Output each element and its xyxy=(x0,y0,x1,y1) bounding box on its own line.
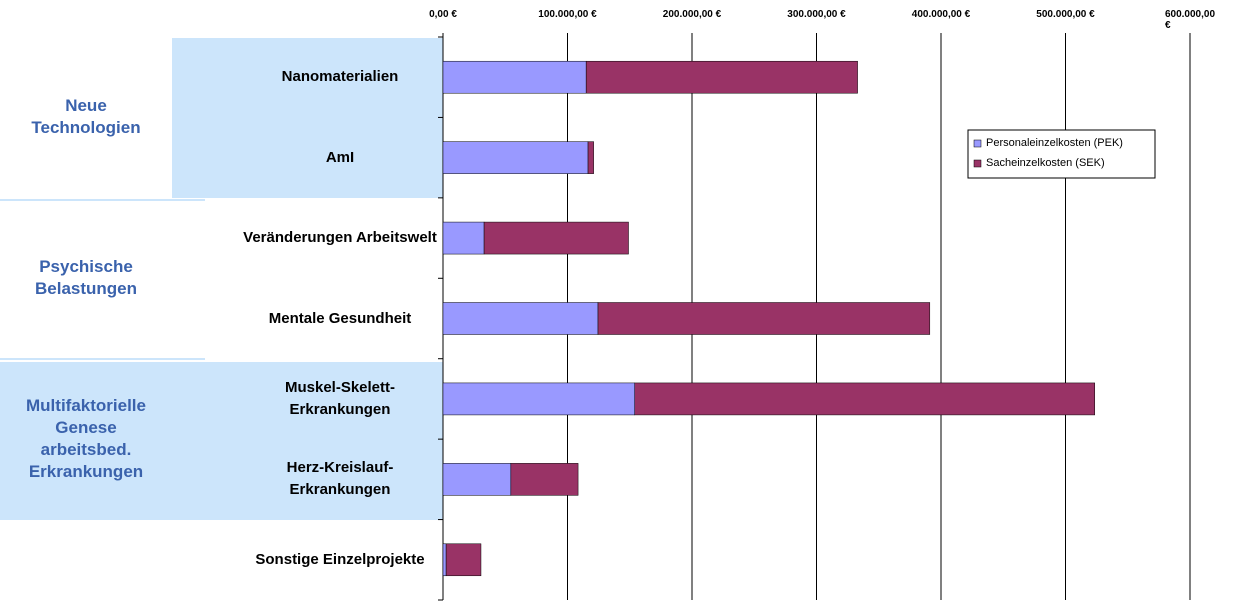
x-tick-label: 0,00 € xyxy=(429,9,457,20)
bar-segment xyxy=(483,221,629,255)
group-label: Neue Technologien xyxy=(31,96,141,138)
category-label: Veränderungen Arbeitswelt xyxy=(243,229,437,247)
category-label: Sonstige Einzelprojekte xyxy=(255,550,425,568)
category-label: AmI xyxy=(325,148,355,166)
bar-segment xyxy=(442,302,599,335)
bar-segment xyxy=(442,382,635,416)
bar-segment xyxy=(585,60,858,94)
legend-label: Personaleinzelkosten (PEK) xyxy=(986,137,1123,149)
legend-box xyxy=(967,129,1156,179)
category-label: Nanomaterialien xyxy=(281,68,399,86)
category-label: Muskel-Skelett- Erkrankungen xyxy=(284,378,396,418)
group-label: Multifaktorielle Genese arbeitsbed. Erkr… xyxy=(26,396,146,482)
x-tick-label: 100.000,00 € xyxy=(538,9,597,20)
group-band xyxy=(172,38,443,198)
legend-swatch xyxy=(973,159,982,168)
bar-segment xyxy=(597,302,931,335)
x-tick-label: 300.000,00 € xyxy=(787,9,846,20)
category-label: Mentale Gesundheit xyxy=(268,309,412,327)
x-tick-label: 500.000,00 € xyxy=(1036,9,1095,20)
bar-segment xyxy=(442,463,512,496)
bar-segment xyxy=(634,382,1096,416)
bar-segment xyxy=(587,141,594,174)
bar-segment xyxy=(442,543,447,577)
legend-swatch xyxy=(973,139,982,148)
bar-segment xyxy=(442,141,589,174)
category-label: Herz-Kreislauf- Erkrankungen xyxy=(286,459,394,499)
x-tick-label: 600.000,00 € xyxy=(1164,9,1216,31)
x-tick-label: 200.000,00 € xyxy=(662,9,722,20)
group-band xyxy=(0,362,443,520)
bar-segment xyxy=(445,543,482,577)
bar-segment xyxy=(442,221,485,255)
x-tick-label: 400.000,00 € xyxy=(911,9,971,20)
bar-segment xyxy=(442,60,587,94)
group-label: Psychische Belastungen xyxy=(34,257,138,299)
bar-segment xyxy=(510,463,579,496)
legend-label: Sacheinzelkosten (SEK) xyxy=(986,157,1105,169)
